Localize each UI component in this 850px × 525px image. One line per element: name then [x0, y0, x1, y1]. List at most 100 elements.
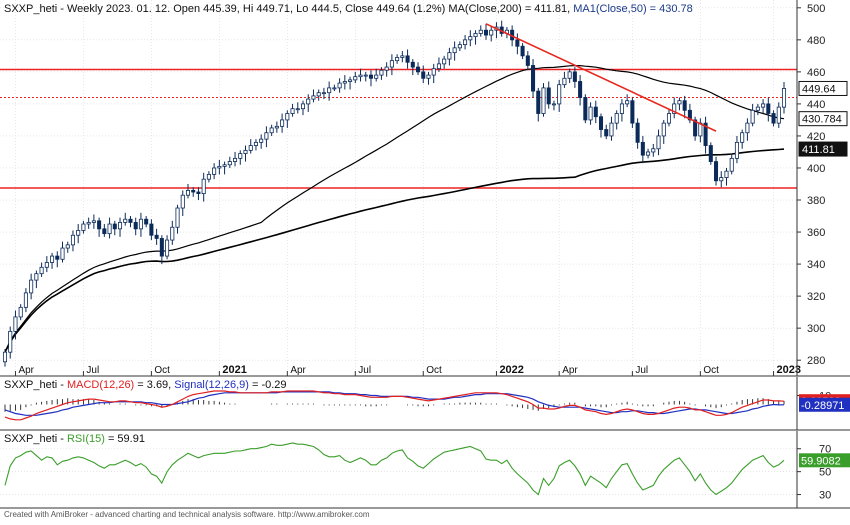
candle-body — [112, 223, 117, 230]
candle-body — [300, 103, 306, 110]
macd-header: SXXP_heti - MACD(12,26) = 3.69, Signal(1… — [4, 379, 287, 391]
candle-body — [327, 87, 332, 94]
header-symbol: SXXP_heti - — [4, 3, 67, 15]
candle-body — [400, 55, 405, 58]
candle-body — [729, 157, 734, 172]
rsi-label-box — [799, 453, 850, 468]
rsi-header-symbol: SXXP_heti - — [4, 433, 67, 445]
macd-header-label: MACD(12,26) — [67, 379, 134, 391]
candle-body — [421, 71, 426, 79]
candle-body — [39, 266, 44, 275]
x-tick-label: Oct — [154, 365, 170, 376]
candle-body — [23, 292, 28, 308]
candle-body — [416, 66, 421, 73]
candle-body — [635, 122, 640, 143]
candle-body — [557, 84, 562, 105]
candle-body — [65, 244, 70, 249]
candle-body — [389, 60, 394, 68]
candle-body — [478, 29, 483, 34]
candle-body — [551, 103, 556, 106]
price-y-tick-label: 440 — [807, 99, 825, 111]
x-tick-label: 2022 — [499, 364, 523, 376]
candle-body — [280, 119, 285, 127]
candle-body — [761, 103, 766, 108]
candle-body — [290, 108, 295, 114]
candle-body — [91, 220, 96, 223]
candle-body — [672, 103, 677, 114]
trend-line — [485, 23, 717, 132]
candle-body — [483, 29, 489, 36]
candle-body — [734, 141, 739, 159]
candle-body — [405, 55, 410, 63]
candle-body — [755, 106, 760, 111]
candle-body — [525, 55, 530, 66]
candle-body — [363, 74, 368, 77]
candle-body — [766, 103, 771, 114]
price-label-box — [798, 141, 848, 157]
candle-body — [426, 74, 431, 79]
rsi-panel: 70 50 30 SXXP_heti - RSI(15) = 59.91 59.9082 — [0, 431, 850, 509]
candle-body — [719, 177, 724, 182]
candle-body — [431, 68, 436, 76]
candle-body — [149, 223, 154, 236]
x-tick-label: 2021 — [222, 364, 246, 376]
candle-body — [144, 218, 149, 225]
x-tick-label: Apr — [18, 365, 34, 376]
candle-body — [55, 255, 60, 260]
price-y-tick-label: 500 — [807, 3, 825, 15]
candle-body — [473, 33, 478, 38]
candle-body — [44, 262, 49, 268]
candle-body — [546, 87, 551, 105]
ma50-line — [4, 64, 785, 352]
candle-body — [646, 151, 651, 156]
candle-body — [578, 81, 583, 98]
candle-body — [750, 109, 755, 124]
candle-body — [269, 127, 274, 134]
candle-body — [614, 113, 619, 124]
footer-credit: Created with AmiBroker - advanced charti… — [4, 510, 370, 519]
candle-body — [264, 132, 269, 140]
price-y-tick-label: 400 — [807, 163, 825, 175]
candle-body — [520, 45, 525, 57]
candle-body — [295, 108, 300, 111]
header-date: Weekly 2023. 01. 12. — [67, 3, 173, 15]
price-y-tick-label: 320 — [807, 291, 825, 303]
price-y-tick-label: 480 — [807, 35, 825, 47]
price-y-tick-label: 380 — [807, 195, 825, 207]
candle-body — [677, 100, 682, 105]
candle-body — [374, 74, 379, 79]
macd-header-symbol: SXXP_heti - — [4, 379, 67, 391]
macd-background — [0, 377, 850, 430]
candle-body — [666, 113, 672, 124]
candle-body — [133, 222, 138, 230]
candle-body — [217, 165, 222, 169]
candle-body — [781, 88, 787, 108]
candle-body — [259, 138, 264, 143]
signal-header-label: Signal(12,26,9) — [174, 379, 249, 391]
price-y-tick-label: 340 — [807, 259, 825, 271]
candle-body — [154, 234, 159, 239]
candle-body — [442, 58, 447, 65]
candle-body — [175, 207, 180, 228]
candle-body — [70, 234, 75, 246]
x-tick-label: Oct — [426, 365, 442, 376]
candle-body — [212, 167, 217, 175]
candle-body — [447, 52, 452, 60]
header-ma50: MA1(Close,50) = 430.78 — [573, 3, 693, 15]
candle-body — [468, 36, 473, 41]
candle-body — [661, 122, 666, 137]
candle-body — [285, 113, 290, 121]
candle-body — [457, 44, 462, 49]
candle-body — [248, 145, 253, 151]
candle-body — [337, 82, 342, 89]
price-y-tick-label: 360 — [807, 227, 825, 239]
candle-body — [593, 106, 598, 118]
candle-body — [60, 247, 65, 260]
price-panel: 500 480 460 440 420 400 380 360 340 320 300 280 Apr J… — [0, 0, 850, 377]
candle-body — [682, 100, 687, 111]
candle-body — [531, 65, 536, 92]
candle-body — [159, 238, 164, 257]
header-low: Lo 444.5, — [296, 3, 345, 15]
macd-label-text: -0.28971 — [801, 400, 844, 412]
candle-body — [714, 161, 719, 182]
